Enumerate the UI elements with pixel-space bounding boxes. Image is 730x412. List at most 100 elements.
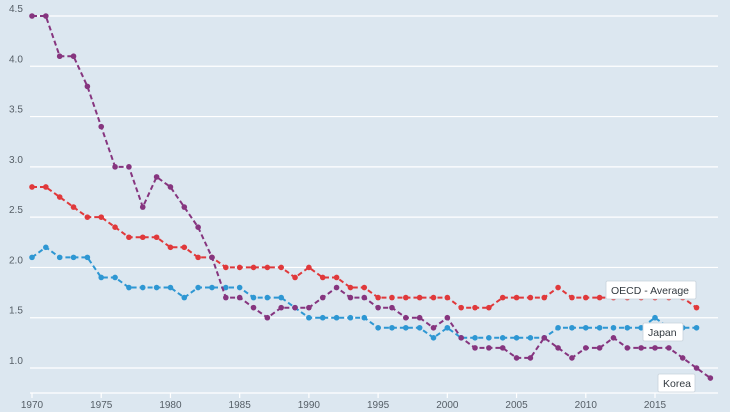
data-point (264, 264, 271, 271)
y-tick-label: 2.5 (9, 205, 23, 216)
data-point (444, 324, 451, 331)
data-point (333, 274, 340, 281)
x-tick-label: 1990 (298, 400, 321, 411)
data-point (499, 294, 506, 301)
data-point (347, 294, 354, 301)
series-labels: OECD - Average Japan Korea (605, 280, 697, 393)
data-point (416, 294, 423, 301)
data-point (112, 274, 118, 281)
data-point (444, 314, 451, 321)
data-point (596, 324, 603, 331)
data-point (375, 294, 381, 301)
data-point (527, 294, 534, 301)
data-point (264, 314, 271, 321)
data-point (29, 13, 35, 19)
data-point (139, 204, 146, 210)
data-point (319, 274, 326, 281)
data-point (582, 345, 589, 351)
data-point (278, 304, 285, 311)
data-point (98, 123, 105, 130)
data-point (195, 224, 201, 230)
data-point (292, 274, 298, 281)
series-line (32, 15, 711, 379)
data-point (569, 355, 575, 361)
data-point (693, 304, 700, 311)
gridlines (30, 15, 718, 369)
data-point (582, 324, 589, 331)
x-tick-label: 1980 (159, 400, 182, 411)
y-tick-label: 4.5 (9, 4, 23, 15)
y-tick-label: 1.5 (9, 306, 23, 317)
data-point (153, 234, 160, 241)
data-point (223, 284, 229, 291)
data-point (29, 184, 35, 190)
data-point (306, 314, 312, 321)
data-point (139, 284, 146, 291)
data-point (43, 184, 49, 190)
data-point (361, 284, 368, 291)
y-tick-label: 4.0 (9, 54, 23, 65)
data-point (167, 184, 174, 190)
data-point (596, 294, 603, 301)
data-point (319, 314, 326, 321)
data-point (153, 284, 160, 291)
data-point (638, 324, 644, 331)
series-layer (29, 13, 714, 381)
data-point (278, 294, 285, 301)
data-point (582, 294, 589, 301)
data-point (389, 304, 395, 311)
data-point (112, 164, 118, 170)
data-point (486, 335, 492, 341)
data-point (666, 345, 672, 351)
data-point (250, 304, 257, 311)
data-point (513, 335, 520, 341)
series-label: Korea (657, 373, 696, 393)
data-point (278, 264, 285, 271)
data-point (181, 294, 188, 301)
y-tick-label: 2.0 (9, 255, 23, 266)
data-point (499, 335, 506, 341)
data-point (70, 204, 77, 210)
x-tick-label: 2005 (505, 400, 528, 411)
data-point (361, 294, 368, 301)
data-point (472, 304, 478, 311)
data-point (693, 324, 700, 331)
data-point (306, 304, 312, 311)
data-point (569, 294, 575, 301)
data-point (693, 365, 700, 371)
series-label-text: OECD - Average (611, 285, 689, 297)
data-point (624, 324, 631, 331)
data-point (56, 194, 63, 200)
series-korea (29, 13, 714, 381)
data-point (292, 304, 298, 311)
series-label: Japan (642, 322, 684, 342)
data-point (84, 214, 91, 220)
data-point (70, 53, 77, 60)
data-point (638, 345, 644, 351)
data-point (153, 174, 160, 180)
x-tick-label: 2010 (575, 400, 598, 411)
y-axis: 1.0 1.5 2.0 2.5 3.0 3.5 4.0 4.5 (9, 4, 23, 367)
data-point (333, 314, 340, 321)
data-point (319, 294, 326, 301)
data-point (416, 314, 423, 321)
data-point (98, 274, 105, 281)
data-point (679, 355, 686, 361)
data-point (181, 244, 188, 251)
data-point (209, 284, 215, 291)
series-label-text: Korea (663, 378, 691, 390)
data-point (347, 314, 354, 321)
data-point (499, 345, 506, 351)
data-point (84, 254, 91, 261)
data-point (458, 335, 464, 341)
data-point (513, 294, 520, 301)
data-point (236, 294, 243, 301)
data-point (416, 324, 423, 331)
x-tick-label: 2000 (436, 400, 459, 411)
data-point (98, 214, 105, 220)
data-point (541, 335, 548, 341)
data-point (56, 254, 63, 261)
data-point (306, 264, 312, 271)
